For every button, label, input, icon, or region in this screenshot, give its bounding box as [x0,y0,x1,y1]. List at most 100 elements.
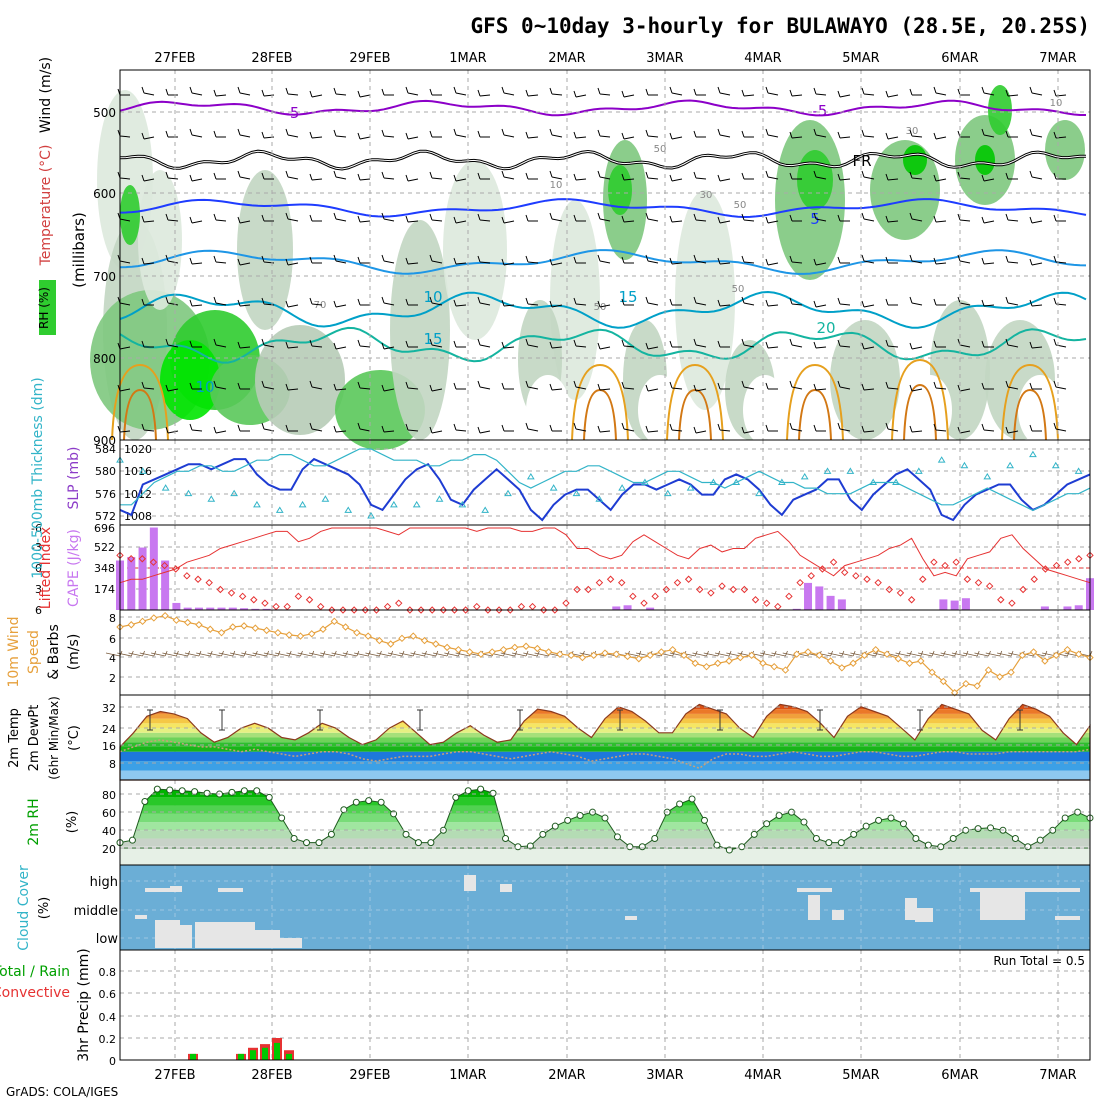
rh-label-1: 2m RH [26,798,42,845]
wind-barb-180 [597,254,611,264]
wind-barb-309 [813,383,827,391]
wind-marker-54 [725,657,733,665]
wind-barb-311 [861,383,875,391]
wind-marker-38 [544,648,553,656]
rh-band-5 [120,797,1090,806]
wind-barb-308 [789,380,803,390]
cloud-block-6 [195,922,255,948]
lifted-marker-68 [874,578,882,587]
date-label-top-6: 4MAR [744,51,781,66]
thickness-marker-76 [983,472,992,480]
rh-marker-39 [601,814,609,822]
lifted-marker-86 [1075,555,1083,563]
contour-label-6: 20 [816,319,835,337]
wind-barb-245 [237,341,251,349]
wind-marker-14 [274,628,282,637]
lifted-marker-8 [205,578,213,587]
wind-barb-269 [813,341,827,349]
rh-base-band [120,848,1090,865]
wind-barb-9 [333,87,347,96]
lifted-marker-73 [930,558,938,566]
rh-marker-40 [613,833,621,841]
credit-label: GrADS: COLA/IGES [6,1085,118,1099]
wind-barb-109 [813,170,827,180]
cloud-block-16 [915,908,933,922]
thickness-marker-40 [572,489,581,497]
cloud-block-0 [145,888,180,892]
rh-marker-21 [377,798,385,806]
temp-ytick-1: 24 [102,723,116,736]
thickness-marker-42 [595,495,604,502]
wind-barb-153 [909,212,923,222]
wind-barb-99 [573,173,587,181]
thickness-label-left: 1000-500mb Thickness (dm) [30,377,46,578]
temp-band-2 [120,751,1090,762]
upper-label-mb: (millibars) [70,212,88,288]
lifted-marker-58 [762,599,771,607]
rh-marker-32 [514,843,522,851]
thickness-marker-68 [892,478,900,485]
wind-marker-7 [195,621,203,629]
rh-shade-20 [1045,120,1085,180]
wind-barb-167 [285,258,299,266]
wind-marker-55 [736,653,745,662]
contour-freezing [119,149,1087,171]
rh-marker-17 [327,830,335,838]
rh-label-2: (%) [65,811,80,834]
wind-marker-61 [804,648,812,656]
rh-marker-74 [1036,836,1044,844]
lifted-marker-2 [138,555,147,563]
thickness-ytick-left-0: 584 [95,443,116,456]
wind-marker-24 [386,640,395,648]
wind-barb-97 [525,172,538,180]
precip-conv-bar-12 [274,1042,280,1060]
thickness-marker-66 [869,478,878,485]
rh-marker-76 [1061,814,1069,822]
wind-barb-210 [357,298,370,306]
wind-barb-169 [333,254,347,264]
wind-marker-68 [883,650,891,658]
contour-15 [119,290,1087,329]
lifted-marker-7 [194,575,202,583]
wind-barb-13 [429,88,442,96]
wind-barb-20 [597,87,611,96]
thickness-marker-14 [275,506,284,513]
wind-label-4: (m/s) [66,634,82,671]
lifted-marker-74 [941,561,949,570]
lifted-marker-21 [350,606,358,614]
wind-barb-343 [669,423,683,432]
contour-label-14: 50 [594,302,607,313]
rh-marker-28 [464,787,472,795]
thickness-marker-80 [1029,450,1037,458]
wind-barb-336 [501,424,514,432]
lifted-marker-44 [606,575,615,583]
wind-barb-168 [309,256,322,264]
wind-barb-238 [1029,299,1043,307]
cape-bar-64 [837,599,846,610]
upper-wind-barbs [117,86,1067,434]
wind-barb-61 [621,132,635,140]
wind-barb-260 [597,342,611,350]
wind-marker-50 [680,651,688,660]
chart-title: GFS 0~10day 3-hourly for BULAWAYO (28.5E… [470,14,1090,38]
wind-barb-213 [429,296,443,306]
rh-marker-55 [800,818,808,826]
wind-barb-145 [717,216,731,224]
wind-barb-10 [357,90,371,98]
wind-barb-190 [837,256,850,264]
wind-marker-2 [138,617,147,626]
temp-ytick-2: 16 [102,740,116,753]
precip-ytick-0: 0.8 [99,966,117,979]
wind-barb-128 [309,214,322,222]
contour-warm-4 [1001,363,1059,441]
cloud-block-14 [832,910,844,920]
wind-barb-12 [405,86,419,96]
temp-whisker-0 [147,709,153,731]
wind-barb-267 [765,341,779,349]
wind-ytick-0: 8 [109,612,116,625]
cape-ytick-left-0: -6 [31,522,42,535]
wind-barb-225 [717,299,731,307]
rh-marker-30 [489,789,497,797]
temp-label-4: (°C) [67,725,82,751]
wind-barb-183 [669,257,683,265]
